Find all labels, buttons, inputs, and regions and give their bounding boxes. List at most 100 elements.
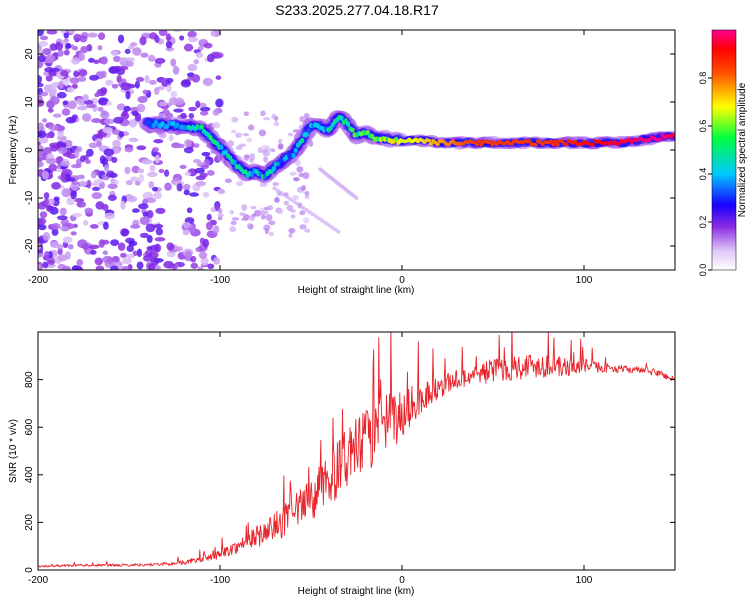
- spectrogram-noise-cell: [90, 170, 97, 179]
- spectrogram-noise-cell: [270, 148, 276, 153]
- spectrogram-noise-cell: [173, 108, 184, 113]
- spectrogram-noise-cell: [91, 182, 100, 187]
- spectrogram-ridge-cell: [350, 127, 355, 133]
- spectrogram-noise-cell: [76, 146, 83, 153]
- spectrogram-noise-cell: [78, 52, 86, 62]
- spectrogram-plot-area: [38, 30, 675, 270]
- spectrogram-noise-cell: [57, 247, 63, 256]
- spectrogram-noise-cell: [126, 253, 135, 259]
- spectrogram-noise-cell: [164, 112, 174, 119]
- spectrogram-echo-cell: [278, 190, 284, 195]
- spectrogram-noise-cell: [172, 65, 180, 75]
- spectrogram-ridge-cell: [616, 141, 622, 146]
- spectrogram-echo-cell: [320, 218, 325, 223]
- spectrogram-noise-cell: [180, 79, 192, 88]
- spectrogram-noise-cell: [202, 191, 210, 198]
- spectrogram-noise-cell: [97, 32, 106, 40]
- spectrogram-echo-cell: [329, 225, 335, 230]
- spectrogram-noise-cell: [100, 70, 107, 79]
- spectrogram-noise-cell: [227, 140, 235, 147]
- spectrogram-noise-cell: [38, 160, 44, 168]
- spectrogram-noise-cell: [98, 239, 105, 248]
- spectrogram-noise-cell: [38, 30, 45, 37]
- spectrogram-echo-cell: [294, 201, 300, 206]
- spectrogram-noise-cell: [142, 89, 149, 95]
- spectrogram-ridge-cell: [339, 115, 344, 121]
- spectrogram-ridge-cell: [304, 131, 309, 137]
- spectrogram-noise-cell: [85, 103, 96, 109]
- spectrogram-noise-cell: [231, 217, 240, 221]
- spectrogram-ridge-cell: [474, 142, 480, 147]
- spectrogram-noise-cell: [151, 146, 160, 153]
- spectrogram-noise-cell: [268, 220, 276, 226]
- spectrogram-noise-cell: [145, 223, 156, 233]
- spectrogram-noise-cell: [246, 137, 252, 143]
- spectrogram-noise-cell: [112, 140, 121, 148]
- spectrogram-noise-cell: [229, 209, 234, 215]
- spectrogram-noise-cell: [199, 110, 209, 116]
- spectrogram-noise-cell: [84, 207, 94, 215]
- spectrogram-noise-cell: [272, 181, 280, 187]
- spectrogram-ridge-cell: [214, 140, 220, 147]
- spectrogram-noise-cell: [182, 221, 191, 227]
- spectrogram-noise-cell: [124, 146, 134, 153]
- spectrogram-noise-cell: [71, 180, 79, 186]
- spectrogram-noise-cell: [172, 30, 182, 33]
- spectrogram-noise-cell: [99, 155, 106, 165]
- spectrogram-noise-cell: [155, 207, 166, 214]
- spectrogram-noise-cell: [179, 35, 185, 41]
- spectrogram-noise-cell: [38, 263, 42, 270]
- spectrogram-noise-cell: [101, 110, 108, 116]
- spectrogram-echo-cell: [285, 195, 290, 200]
- spectrogram-noise-cell: [154, 243, 162, 253]
- spectrogram-noise-cell: [224, 178, 232, 184]
- spectrogram-noise-cell: [70, 164, 82, 169]
- spectrogram-noise-cell: [217, 213, 224, 217]
- y-tick-label: 0: [24, 147, 35, 153]
- spectrogram-noise-cell: [298, 172, 304, 178]
- spectrogram-noise-cell: [41, 170, 49, 180]
- spectrogram-noise-cell: [104, 212, 115, 220]
- spectrogram-noise-cell: [147, 171, 158, 178]
- colorbar-scale: [711, 29, 737, 271]
- spectrogram-noise-cell: [119, 65, 129, 71]
- spectrogram-noise-cell: [45, 132, 52, 138]
- spectrogram-noise-cell: [170, 58, 177, 67]
- spectrogram-ridge-cell: [590, 142, 595, 147]
- colorbar-label: Normalized spectral amplitude: [737, 82, 748, 217]
- spectrogram-echo-cell: [291, 199, 296, 204]
- spectrogram-noise-cell: [206, 169, 215, 176]
- spectrogram-noise-cell: [94, 257, 104, 266]
- spectrogram-noise-cell: [113, 55, 121, 63]
- spectrogram-noise-cell: [56, 91, 67, 99]
- spectrogram-noise-cell: [81, 113, 92, 122]
- spectrogram-noise-cell: [63, 49, 70, 56]
- spectrogram-noise-cell: [180, 112, 187, 119]
- spectrogram-noise-cell: [264, 228, 270, 235]
- spectrogram-ridge-cell: [549, 139, 554, 144]
- spectrogram-noise-cell: [276, 208, 284, 214]
- spectrogram-noise-cell: [38, 82, 44, 88]
- spectrogram-noise-cell: [46, 30, 58, 35]
- spectrogram-noise-cell: [97, 106, 104, 112]
- spectrogram-noise-cell: [62, 100, 69, 106]
- spectrogram-noise-cell: [186, 76, 196, 81]
- spectrogram-noise-cell: [56, 215, 68, 221]
- spectrogram-noise-cell: [250, 205, 257, 210]
- spectrogram-noise-cell: [166, 242, 175, 251]
- spectrogram-noise-cell: [117, 34, 125, 44]
- spectrogram-noise-cell: [38, 252, 44, 258]
- spectrogram-noise-cell: [131, 208, 140, 213]
- spectrogram-noise-cell: [129, 42, 138, 47]
- spectrogram-noise-cell: [299, 224, 307, 230]
- spectrogram-noise-cell: [102, 250, 109, 255]
- spectrogram-noise-cell: [120, 200, 126, 210]
- spectrogram-noise-cell: [190, 255, 197, 263]
- spectrogram-noise-cell: [206, 213, 212, 221]
- spectrogram-noise-cell: [259, 207, 264, 212]
- spectrogram-noise-cell: [38, 243, 41, 251]
- spectrogram-noise-cell: [213, 52, 224, 59]
- spectrogram-noise-cell: [60, 40, 68, 45]
- spectrogram-noise-cell: [60, 218, 70, 227]
- spectrogram-noise-cell: [238, 143, 247, 148]
